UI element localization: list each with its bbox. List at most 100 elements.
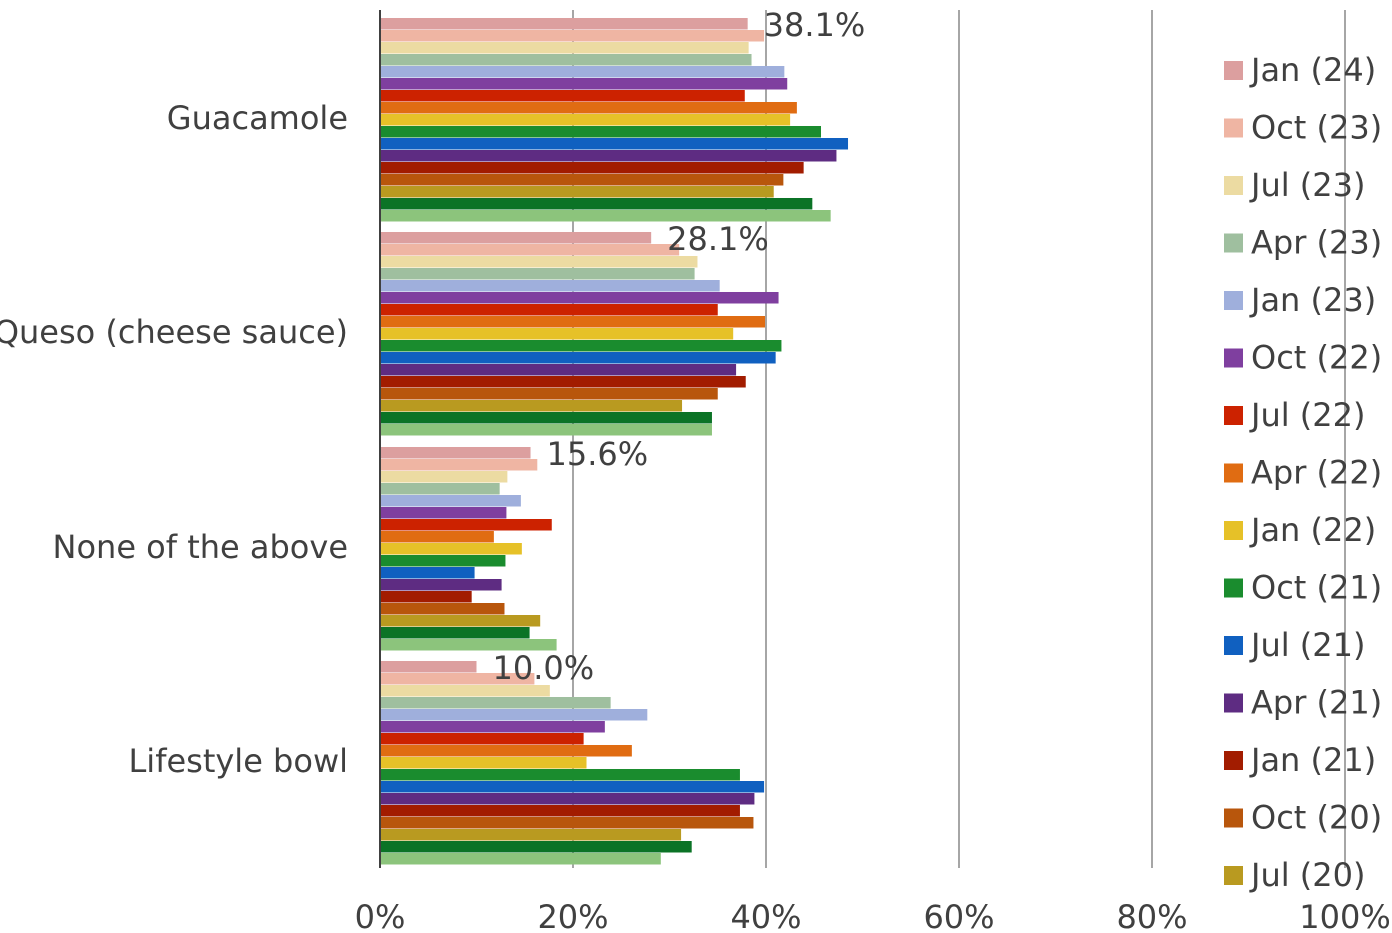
bar bbox=[380, 316, 766, 328]
bar bbox=[380, 364, 737, 376]
category-label: None of the above bbox=[53, 528, 348, 566]
data-labels: 38.1% 28.1% 15.6% 10.0% bbox=[493, 6, 866, 687]
bar bbox=[380, 805, 740, 817]
legend-swatch bbox=[1224, 348, 1243, 368]
legend-label: Jul (23) bbox=[1249, 166, 1365, 204]
bar bbox=[380, 30, 765, 42]
bar bbox=[380, 507, 507, 519]
data-label: 10.0% bbox=[493, 649, 595, 687]
legend-swatch bbox=[1224, 233, 1243, 253]
bar bbox=[380, 627, 530, 639]
legend-swatch bbox=[1224, 176, 1243, 195]
data-label: 28.1% bbox=[667, 220, 769, 258]
bar bbox=[380, 591, 472, 603]
bar bbox=[380, 102, 797, 114]
bar bbox=[380, 661, 477, 673]
bar bbox=[380, 495, 521, 507]
bar bbox=[380, 18, 748, 30]
bar bbox=[380, 757, 587, 769]
bar bbox=[380, 66, 785, 78]
data-label: 38.1% bbox=[764, 6, 866, 44]
legend-swatch bbox=[1224, 866, 1243, 885]
legend-swatch bbox=[1224, 578, 1243, 598]
bar bbox=[380, 400, 683, 412]
bar bbox=[380, 198, 813, 210]
bar bbox=[380, 376, 746, 388]
category-labels: Guacamole Queso (cheese sauce) None of the… bbox=[0, 99, 348, 780]
bar bbox=[380, 531, 494, 543]
legend-swatch bbox=[1224, 521, 1243, 540]
bar bbox=[380, 114, 791, 126]
bar bbox=[380, 603, 505, 615]
bar bbox=[380, 615, 541, 627]
bar bbox=[380, 210, 831, 222]
bar bbox=[380, 673, 535, 685]
bar bbox=[380, 841, 692, 853]
bar bbox=[380, 328, 734, 340]
x-tick-label: 0% bbox=[355, 898, 406, 933]
bar bbox=[380, 697, 611, 709]
value-axis: 0% 20% 40% 60% 80% 100% bbox=[355, 10, 1391, 933]
legend-swatch bbox=[1224, 118, 1243, 138]
bar bbox=[380, 555, 506, 567]
bar bbox=[380, 54, 752, 66]
bar bbox=[380, 412, 712, 424]
legend-label: Jul (22) bbox=[1249, 396, 1365, 434]
bar bbox=[380, 459, 538, 471]
data-label: 15.6% bbox=[547, 435, 649, 473]
legend-label: Apr (23) bbox=[1251, 224, 1382, 262]
x-tick-label: 40% bbox=[730, 898, 801, 933]
bar bbox=[380, 471, 508, 483]
legend-label: Jan (21) bbox=[1249, 741, 1376, 779]
bar bbox=[380, 829, 682, 841]
bar bbox=[380, 232, 652, 244]
bar bbox=[380, 42, 749, 54]
legend-swatch bbox=[1224, 636, 1243, 655]
bar bbox=[380, 579, 502, 591]
legend-label: Oct (23) bbox=[1251, 109, 1382, 147]
legend-label: Oct (20) bbox=[1251, 799, 1382, 837]
legend-label: Oct (22) bbox=[1251, 339, 1382, 377]
legend-swatch bbox=[1224, 808, 1243, 828]
x-tick-label: 100% bbox=[1299, 898, 1390, 933]
legend-label: Oct (21) bbox=[1251, 569, 1382, 607]
bar bbox=[380, 709, 648, 721]
category-label: Lifestyle bowl bbox=[128, 742, 348, 780]
bar bbox=[380, 793, 755, 805]
bar bbox=[380, 685, 550, 697]
bar bbox=[380, 90, 745, 102]
legend-label: Jan (22) bbox=[1249, 511, 1376, 549]
bar bbox=[380, 519, 552, 531]
bar bbox=[380, 721, 605, 733]
bar bbox=[380, 186, 774, 198]
x-tick-label: 20% bbox=[537, 898, 608, 933]
bar bbox=[380, 388, 718, 400]
bar bbox=[380, 340, 782, 352]
bars bbox=[380, 18, 849, 865]
bar bbox=[380, 817, 754, 829]
legend-label: Jan (24) bbox=[1249, 51, 1376, 89]
bar bbox=[380, 174, 784, 186]
legend-swatch bbox=[1224, 693, 1243, 713]
bar bbox=[380, 78, 788, 90]
bar bbox=[380, 424, 712, 436]
bar bbox=[380, 280, 720, 292]
legend-label: Jul (21) bbox=[1249, 626, 1365, 664]
legend-swatch bbox=[1224, 463, 1243, 483]
legend-label: Apr (21) bbox=[1251, 684, 1382, 722]
bar bbox=[380, 769, 740, 781]
legend-swatch bbox=[1224, 61, 1243, 80]
legend-label: Jan (23) bbox=[1249, 281, 1376, 319]
bar bbox=[380, 138, 849, 150]
bar bbox=[380, 781, 765, 793]
bar bbox=[380, 483, 500, 495]
legend-label: Apr (22) bbox=[1251, 454, 1382, 492]
bar bbox=[380, 745, 632, 757]
category-label: Guacamole bbox=[167, 99, 348, 137]
bar bbox=[380, 292, 779, 304]
bar bbox=[380, 256, 698, 268]
bar bbox=[380, 543, 522, 555]
bar bbox=[380, 304, 718, 316]
bar bbox=[380, 162, 804, 174]
